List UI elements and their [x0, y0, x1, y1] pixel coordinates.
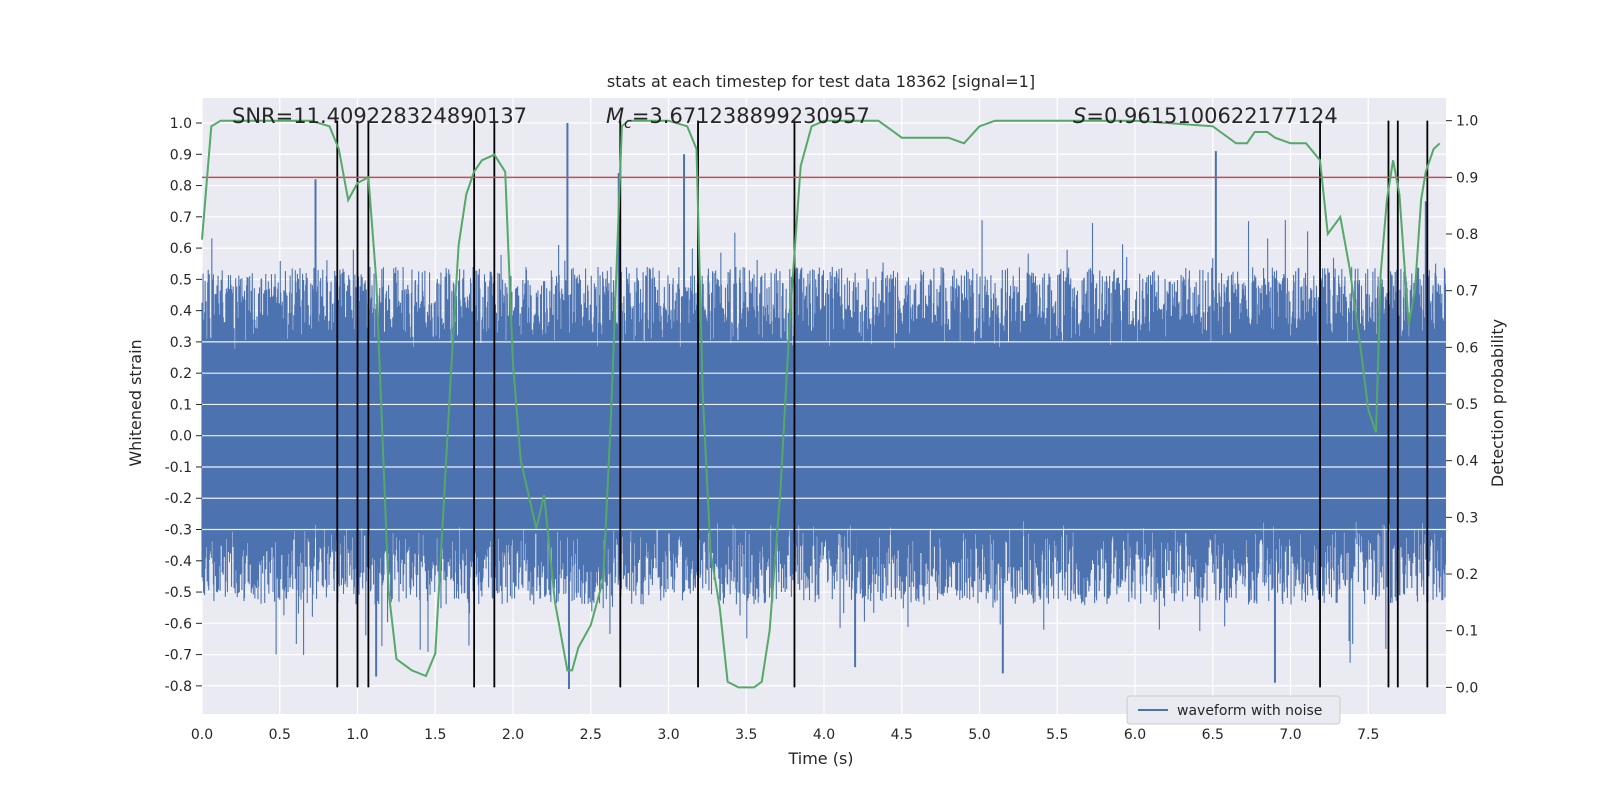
- x-tick-label: 0.0: [191, 727, 213, 743]
- y-tick-label-left: 0.3: [170, 335, 192, 351]
- snr-annotation: SNR=11.409228324890137: [232, 104, 527, 128]
- event-markers: [336, 120, 1429, 688]
- y-tick-label-right: 0.4: [1456, 454, 1478, 470]
- x-tick-label: 6.0: [1124, 727, 1146, 743]
- y-axis-label-right: Detection probability: [1488, 319, 1507, 487]
- y-tick-label-left: 0.6: [170, 241, 192, 257]
- x-ticks: 0.0 0.5 1.0 1.5 2.0 2.5 3.0 3.5 4.0 4.5 5.0 5.5 6.0 6…: [191, 727, 1380, 743]
- detection-probability-line: [201, 119, 1441, 689]
- x-tick-label: 4.5: [891, 727, 913, 743]
- x-axis-label: Time (s): [787, 749, 853, 768]
- y-tick-label-left: 0.4: [170, 304, 192, 320]
- x-tick-label: 2.5: [580, 727, 602, 743]
- y-tick-label-left: 0.8: [170, 179, 192, 195]
- y-tick-label-left: -0.2: [165, 491, 192, 507]
- y-tick-label-left: -0.4: [165, 554, 192, 570]
- y-tick-label-left: 0.2: [170, 366, 192, 382]
- y-tick-label-left: 0.7: [170, 210, 192, 226]
- legend: waveform with noise: [1126, 695, 1341, 725]
- y-tick-label-right: 0.5: [1456, 397, 1478, 413]
- y-tick-label-right: 0.6: [1456, 340, 1478, 356]
- x-tick-label: 7.5: [1357, 727, 1379, 743]
- chart-title: stats at each timestep for test data 183…: [607, 72, 1035, 91]
- x-tick-label: 1.5: [424, 727, 446, 743]
- x-tick-label: 5.0: [968, 727, 990, 743]
- y-tick-label-left: 0.5: [170, 272, 192, 288]
- score-annotation: S=0.9615100622177124: [1073, 104, 1338, 128]
- y-tick-label-left: 1.0: [170, 116, 192, 132]
- x-tick-label: 0.5: [269, 727, 291, 743]
- y-tick-label-right: 0.0: [1456, 680, 1478, 696]
- x-tick-label: 3.5: [735, 727, 757, 743]
- y-tick-label-left: -0.6: [165, 616, 192, 632]
- y-tick-label-left: 0.0: [170, 429, 192, 445]
- y-tick-label-right: 0.1: [1456, 624, 1478, 640]
- x-tick-label: 1.0: [346, 727, 368, 743]
- x-tick-label: 6.5: [1202, 727, 1224, 743]
- y-ticks-right: 0.0 0.1 0.2 0.3 0.4 0.5 0.6 0.7 0.8 0.9 1.0: [1446, 114, 1478, 696]
- y-axis-label-left: Whitened strain: [126, 339, 145, 466]
- y-tick-label-left: -0.7: [165, 648, 192, 664]
- waveform-series: [201, 123, 1447, 689]
- y-tick-label-left: -0.3: [165, 523, 192, 539]
- x-tick-label: 7.0: [1279, 727, 1301, 743]
- y-tick-label-right: 0.3: [1456, 510, 1478, 526]
- y-tick-label-left: -0.8: [165, 679, 192, 695]
- y-ticks-left: -0.8 -0.7 -0.6 -0.5 -0.4 -0.3 -0.2 -0.1 0.0 0.1 0.…: [165, 116, 202, 695]
- legend-label: waveform with noise: [1177, 703, 1322, 719]
- x-tick-label: 4.0: [813, 727, 835, 743]
- y-tick-label-left: 0.9: [170, 147, 192, 163]
- y-tick-label-right: 1.0: [1456, 114, 1478, 130]
- y-tick-label-right: 0.2: [1456, 567, 1478, 583]
- y-tick-label-left: 0.1: [170, 397, 192, 413]
- y-tick-label-right: 0.9: [1456, 170, 1478, 186]
- y-tick-label-left: -0.5: [165, 585, 192, 601]
- y-tick-label-right: 0.8: [1456, 227, 1478, 243]
- x-tick-label: 2.0: [502, 727, 524, 743]
- waveform-trace: [201, 220, 1447, 663]
- x-tick-label: 3.0: [657, 727, 679, 743]
- y-tick-label-left: -0.1: [165, 460, 192, 476]
- x-tick-label: 5.5: [1046, 727, 1068, 743]
- chirp-mass-annotation: Mc=3.671238899230957: [606, 104, 870, 132]
- y-tick-label-right: 0.7: [1456, 284, 1478, 300]
